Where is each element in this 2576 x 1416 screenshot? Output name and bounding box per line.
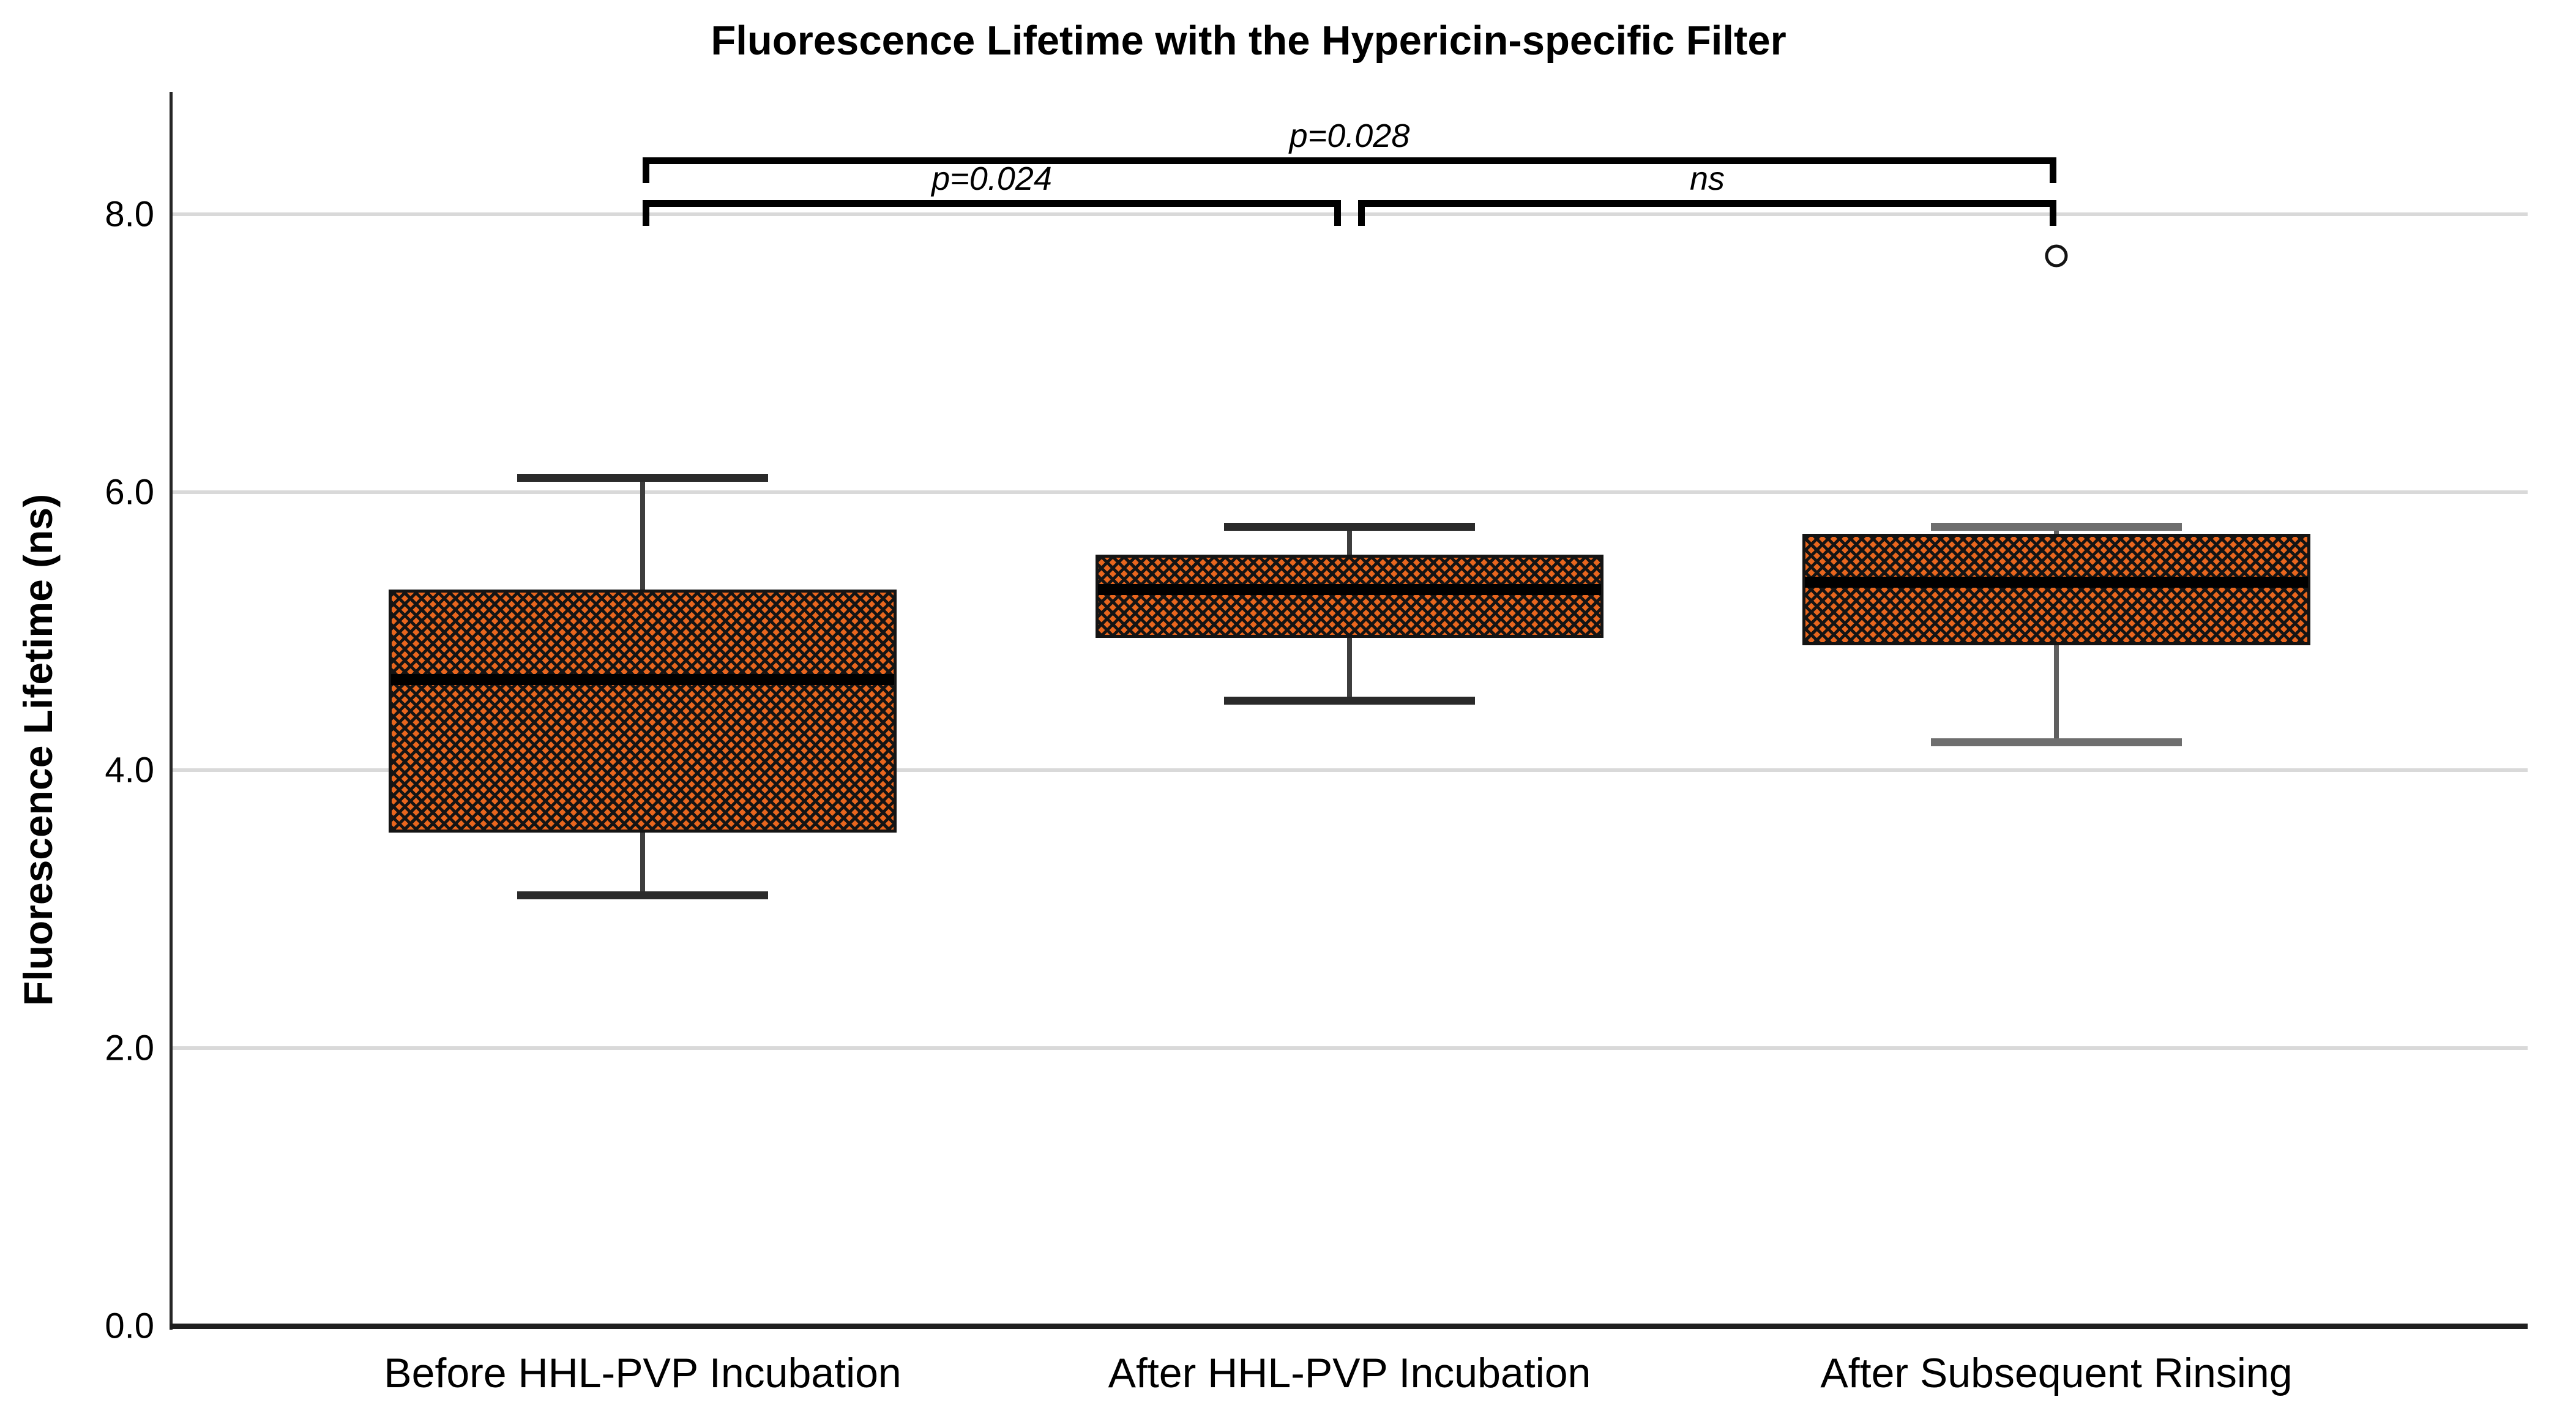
sig-bracket-line: [643, 200, 1341, 207]
sig-bracket-tick-left: [643, 200, 649, 226]
sig-bracket-tick-right: [2050, 157, 2056, 183]
x-category-label: After Subsequent Rinsing: [1820, 1350, 2293, 1396]
y-tick-label: 6.0: [105, 472, 154, 512]
whisker-lower-line: [2054, 645, 2059, 743]
whisker-upper-line: [1347, 526, 1352, 555]
whisker-lower-line: [1347, 638, 1352, 701]
whisker-cap-bottom: [1224, 697, 1475, 705]
sig-bracket-label: p=0.028: [1289, 118, 1410, 154]
outlier-point: [2045, 244, 2068, 268]
box-2: [1802, 533, 2310, 645]
sig-bracket-tick-right: [2050, 200, 2056, 226]
sig-bracket-line: [1358, 200, 2056, 207]
whisker-lower-line: [640, 833, 645, 896]
box-0: [389, 589, 897, 833]
median-line: [391, 674, 894, 686]
whisker-cap-top: [1224, 522, 1475, 531]
sig-bracket-line: [643, 157, 2056, 164]
whisker-cap-top: [1931, 522, 2182, 531]
sig-bracket-tick-right: [1334, 200, 1341, 226]
sig-bracket-label: ns: [1689, 160, 1725, 197]
whisker-cap-bottom: [1931, 738, 2182, 747]
gridline-2.0: [171, 1046, 2528, 1050]
sig-bracket-tick-left: [643, 157, 649, 183]
x-axis-line: [170, 1324, 2528, 1329]
y-tick-label: 0.0: [105, 1306, 154, 1346]
y-tick-label: 2.0: [105, 1028, 154, 1068]
chart-title: Fluorescence Lifetime with the Hypericin…: [711, 18, 1786, 64]
median-line: [1098, 583, 1601, 595]
whisker-cap-top: [517, 474, 768, 482]
sig-bracket-label: p=0.024: [931, 160, 1052, 197]
gridline-4.0: [171, 768, 2528, 772]
y-axis-line: [170, 92, 173, 1330]
gridline-6.0: [171, 490, 2528, 494]
sig-bracket-tick-left: [1358, 200, 1365, 226]
whisker-cap-bottom: [517, 891, 768, 900]
y-tick-label: 8.0: [105, 194, 154, 234]
median-line: [1805, 577, 2308, 588]
box-1: [1096, 555, 1603, 639]
x-category-label: Before HHL-PVP Incubation: [384, 1350, 902, 1396]
x-category-label: After HHL-PVP Incubation: [1108, 1350, 1591, 1396]
whisker-upper-line: [640, 478, 645, 590]
gridline-8.0: [171, 212, 2528, 216]
y-tick-label: 4.0: [105, 750, 154, 790]
